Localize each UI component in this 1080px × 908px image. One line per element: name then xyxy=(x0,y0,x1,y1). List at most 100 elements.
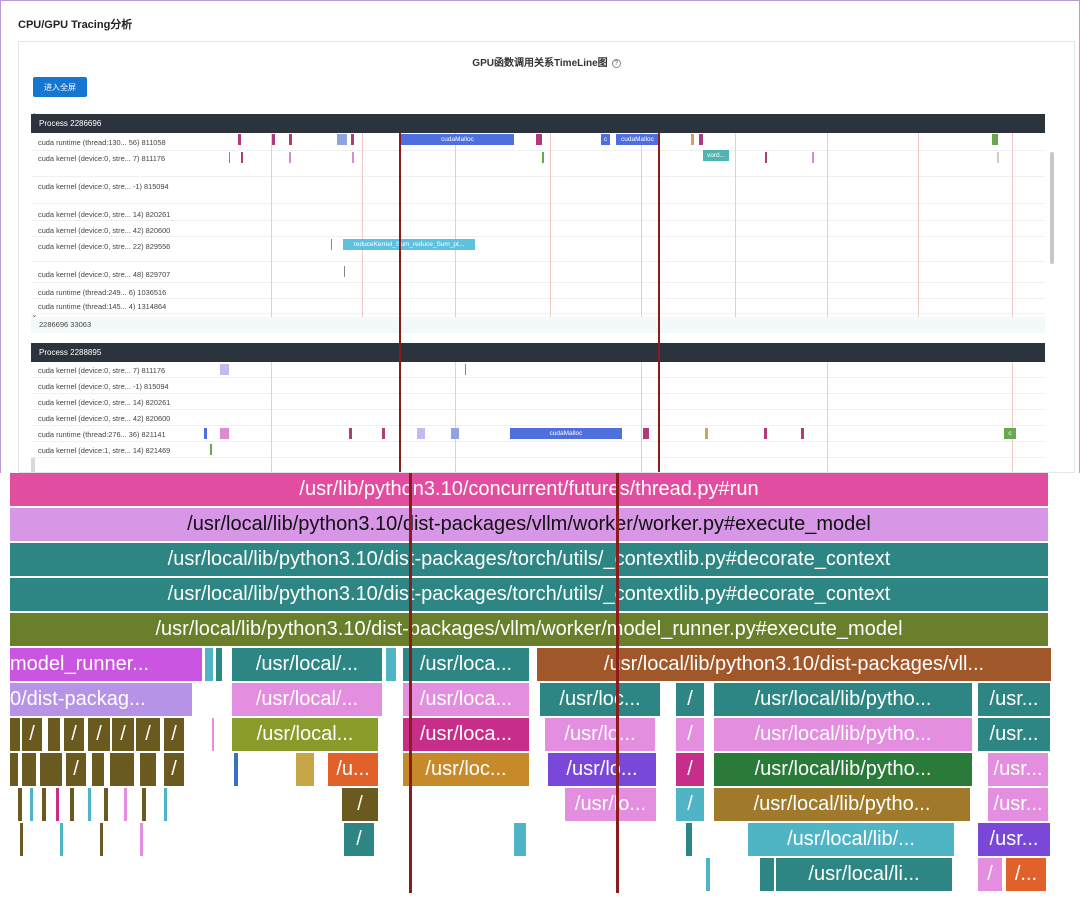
timeline-lane[interactable]: cuda kernel (device:0, stre... 7) 811176 xyxy=(31,151,1045,177)
flame-frame[interactable]: / xyxy=(164,753,184,786)
timeline-event-cudamalloc[interactable]: cudaMalloc xyxy=(616,134,659,145)
timeline-lane[interactable]: cuda kernel (device:0, stre... 14) 82026… xyxy=(31,394,1045,410)
flame-frame[interactable] xyxy=(10,718,20,751)
time-cursor-start[interactable] xyxy=(399,133,401,472)
flame-frame[interactable]: /usr/loca... xyxy=(403,683,529,716)
flame-frame[interactable]: /usr/lo... xyxy=(545,718,655,751)
flame-frame[interactable] xyxy=(40,753,62,786)
flame-frame[interactable]: / xyxy=(676,718,704,751)
flame-frame[interactable]: /usr/local/lib/pytho... xyxy=(714,788,970,821)
flame-frame[interactable]: /usr/local/... xyxy=(232,683,382,716)
timeline-event[interactable] xyxy=(699,134,703,145)
flame-frame[interactable] xyxy=(124,788,127,821)
timeline-event[interactable] xyxy=(812,152,814,163)
flame-frame[interactable]: /usr/local/li... xyxy=(776,858,952,891)
timeline-lane[interactable]: cuda runtime (thread:249... 6) 1036516 xyxy=(31,283,1045,299)
timeline-event[interactable] xyxy=(272,134,275,145)
timeline-event[interactable] xyxy=(705,428,708,439)
timeline-event[interactable] xyxy=(204,428,207,439)
flame-frame[interactable] xyxy=(212,718,214,751)
flame-frame[interactable]: /u... xyxy=(328,753,378,786)
timeline-event[interactable]: c xyxy=(1004,428,1016,439)
flame-frame[interactable] xyxy=(142,788,146,821)
time-cursor-end[interactable] xyxy=(658,133,660,472)
flame-frame[interactable]: / xyxy=(22,718,42,751)
flame-cursor-end[interactable] xyxy=(616,473,619,893)
flame-frame[interactable]: /usr... xyxy=(978,683,1050,716)
timeline-event[interactable] xyxy=(238,134,241,145)
timeline-lane[interactable]: cuda kernel (device:0, stre... 42) 82060… xyxy=(31,410,1045,426)
timeline-event[interactable] xyxy=(220,364,229,375)
flame-frame[interactable]: /usr/local/lib/pytho... xyxy=(714,753,972,786)
timeline-event[interactable] xyxy=(241,152,243,163)
flame-frame[interactable] xyxy=(686,823,692,856)
process-summary-row[interactable]: 2286696 33063 xyxy=(31,317,1045,333)
flame-frame[interactable]: / xyxy=(136,718,160,751)
timeline-event[interactable] xyxy=(349,428,352,439)
timeline-event[interactable] xyxy=(351,134,354,145)
timeline-lane[interactable]: cuda kernel (device:0, stre... 48) 82970… xyxy=(31,262,1045,283)
timeline-event[interactable] xyxy=(382,428,385,439)
flame-frame[interactable]: /usr/loca... xyxy=(403,648,529,681)
timeline-lane[interactable]: cuda kernel (device:0, stre... 42) 82060… xyxy=(31,221,1045,237)
timeline-event[interactable] xyxy=(542,152,544,163)
timeline-event[interactable] xyxy=(465,364,466,375)
flame-frame[interactable] xyxy=(60,823,63,856)
flame-frame[interactable] xyxy=(110,753,134,786)
flame-frame[interactable]: /usr/local/lib/python3.10/dist-packages/… xyxy=(10,613,1048,646)
flame-frame[interactable]: model_runner... xyxy=(10,648,202,681)
flame-frame[interactable]: /usr/local/lib/pytho... xyxy=(714,683,972,716)
timeline-lane[interactable]: cuda kernel (device:0, stre... 22) 82955… xyxy=(31,237,1045,262)
timeline-event[interactable] xyxy=(801,428,804,439)
flame-frame[interactable] xyxy=(42,788,46,821)
flame-frame[interactable]: /usr/local/lib/python3.10/dist-packages/… xyxy=(10,578,1048,611)
timeline-event[interactable] xyxy=(536,134,542,145)
timeline-event[interactable] xyxy=(417,428,425,439)
flame-frame[interactable]: /usr/lo... xyxy=(565,788,656,821)
flame-frame[interactable]: /usr... xyxy=(978,718,1050,751)
timeline-event[interactable] xyxy=(344,266,345,277)
timeline-event[interactable] xyxy=(765,152,767,163)
flame-frame[interactable] xyxy=(234,753,238,786)
flame-frame[interactable] xyxy=(92,753,104,786)
flame-frame[interactable]: /usr/loc... xyxy=(540,683,660,716)
flame-frame[interactable]: /usr/local/lib/python3.10/dist-packages/… xyxy=(10,508,1048,541)
vertical-scrollbar[interactable] xyxy=(1050,152,1054,264)
flame-frame[interactable] xyxy=(216,648,222,681)
flame-frame[interactable]: / xyxy=(64,718,84,751)
flame-frame[interactable]: /usr/local/lib/... xyxy=(748,823,954,856)
timeline-event[interactable] xyxy=(643,428,649,439)
flame-frame[interactable]: / xyxy=(164,718,184,751)
flame-frame[interactable] xyxy=(706,858,710,891)
timeline-event[interactable]: c xyxy=(601,134,610,145)
process-header-1[interactable]: Process 2286696 xyxy=(31,114,1045,133)
timeline-event-cudamalloc[interactable]: cudaMalloc xyxy=(401,134,514,145)
timeline-lane[interactable]: cuda runtime (thread:145... 4) 1314864 xyxy=(31,299,1045,314)
flame-frame[interactable]: / xyxy=(88,718,110,751)
flame-frame[interactable]: /usr... xyxy=(978,823,1050,856)
timeline-event[interactable] xyxy=(229,152,230,163)
timeline-lane[interactable]: cuda kernel (device:0, stre... -1) 81509… xyxy=(31,177,1045,204)
flame-frame[interactable]: / xyxy=(676,683,704,716)
flame-frame[interactable] xyxy=(296,753,314,786)
timeline-lane[interactable]: cuda kernel (device:0, stre... 14) 82026… xyxy=(31,204,1045,221)
flame-frame[interactable]: / xyxy=(342,788,378,821)
fullscreen-button[interactable]: 进入全屏 xyxy=(33,77,87,97)
flame-frame[interactable]: / xyxy=(676,753,704,786)
help-icon[interactable]: ? xyxy=(611,59,621,68)
flame-frame[interactable]: / xyxy=(978,858,1002,891)
flame-frame[interactable]: / xyxy=(112,718,134,751)
timeline-event[interactable] xyxy=(764,428,767,439)
flame-frame[interactable]: /... xyxy=(1006,858,1046,891)
flame-frame[interactable]: 0/dist-packag... xyxy=(10,683,192,716)
flame-frame[interactable] xyxy=(514,823,526,856)
timeline-event-kernel[interactable]: reduceKernel_Sum_reduce_Sum_pt... xyxy=(343,239,475,250)
flame-frame[interactable]: /usr... xyxy=(988,753,1048,786)
flame-frame[interactable] xyxy=(164,788,167,821)
flame-frame[interactable] xyxy=(56,788,59,821)
flame-frame[interactable] xyxy=(10,753,18,786)
flame-frame[interactable] xyxy=(100,823,103,856)
timeline-event[interactable] xyxy=(331,239,332,250)
timeline-event[interactable] xyxy=(992,134,998,145)
flame-frame[interactable]: /usr... xyxy=(988,788,1048,821)
